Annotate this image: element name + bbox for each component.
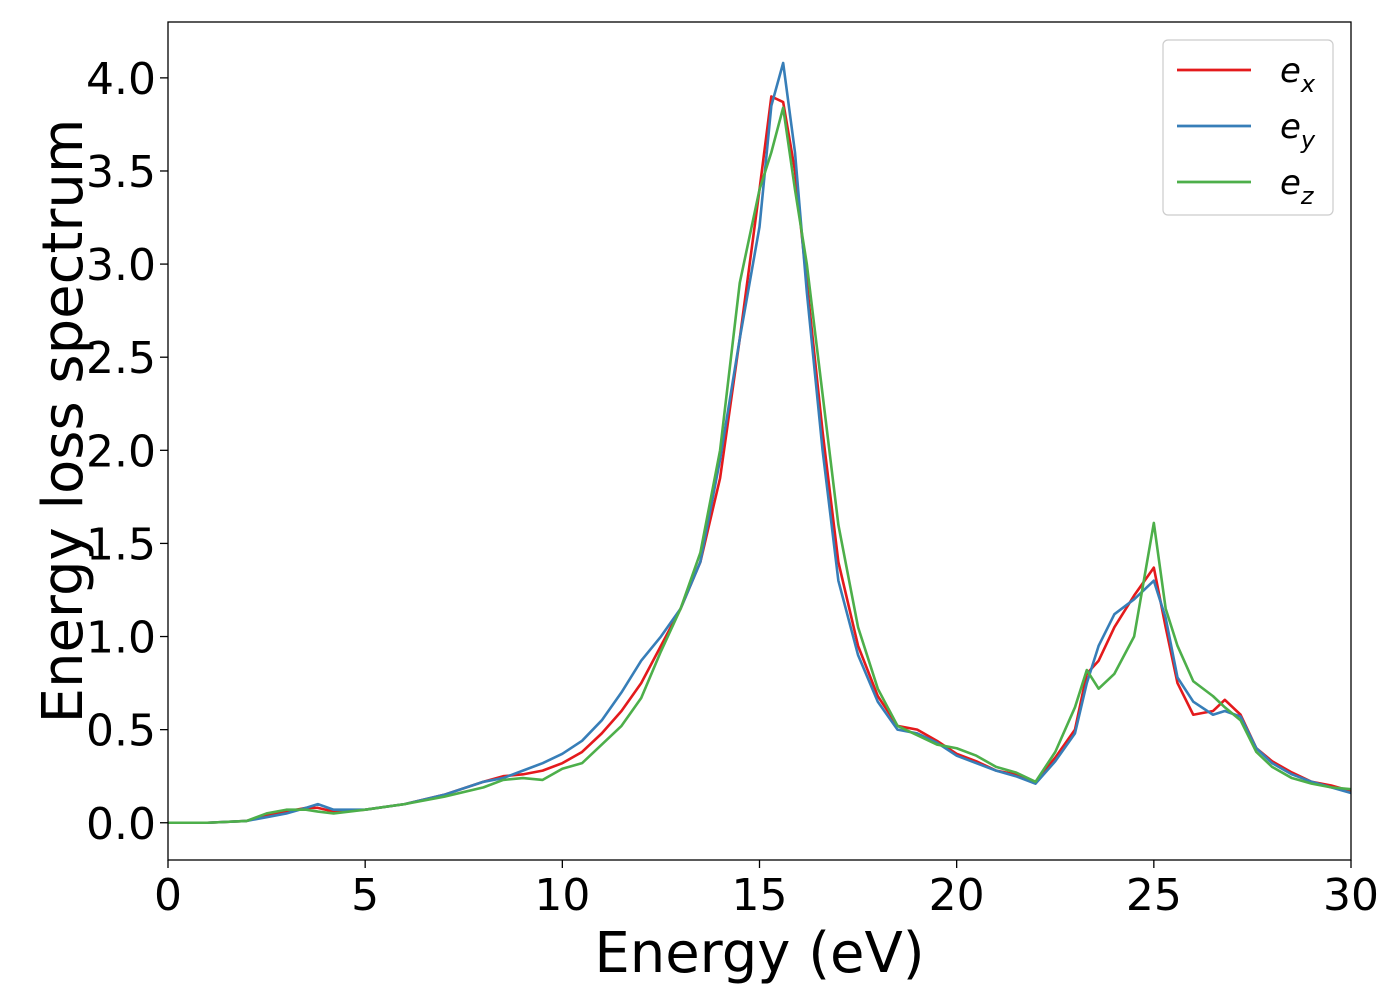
legend: ex ey ez xyxy=(1162,39,1334,216)
y-tick-label: 3.0 xyxy=(86,240,156,291)
x-tick-label: 25 xyxy=(1126,870,1182,921)
y-tick-label: 2.0 xyxy=(86,426,156,477)
y-tick-label: 4.0 xyxy=(86,54,156,105)
series-layer xyxy=(168,61,1351,825)
y-tick-label: 0.0 xyxy=(86,799,156,850)
ticks-layer: 0 5 10 15 20 25 30 0.0 0.5 1.0 1.5 2.0 2.5 3.0 3.5 4.0 xyxy=(86,54,1379,921)
legend-label-ez: ez xyxy=(1280,163,1315,210)
legend-label-ex: ex xyxy=(1280,51,1316,98)
y-tick-label: 1.0 xyxy=(86,613,156,664)
x-tick-label: 5 xyxy=(351,870,379,921)
series-line-ey xyxy=(168,61,1351,825)
x-axis-title: Energy (eV) xyxy=(594,921,924,986)
legend-label-ey: ey xyxy=(1280,107,1316,154)
x-tick-label: 15 xyxy=(732,870,788,921)
x-tick-label: 30 xyxy=(1323,870,1379,921)
series-line-ez xyxy=(168,106,1351,825)
y-tick-label: 1.5 xyxy=(86,519,156,570)
x-tick-label: 20 xyxy=(929,870,985,921)
legend-box xyxy=(1162,39,1334,216)
y-axis-title: Energy loss spectrum xyxy=(31,119,96,724)
x-tick-label: 10 xyxy=(534,870,590,921)
y-tick-label: 3.5 xyxy=(86,147,156,198)
x-tick-label: 0 xyxy=(154,870,182,921)
y-tick-label: 2.5 xyxy=(86,333,156,384)
y-tick-label: 0.5 xyxy=(86,706,156,757)
